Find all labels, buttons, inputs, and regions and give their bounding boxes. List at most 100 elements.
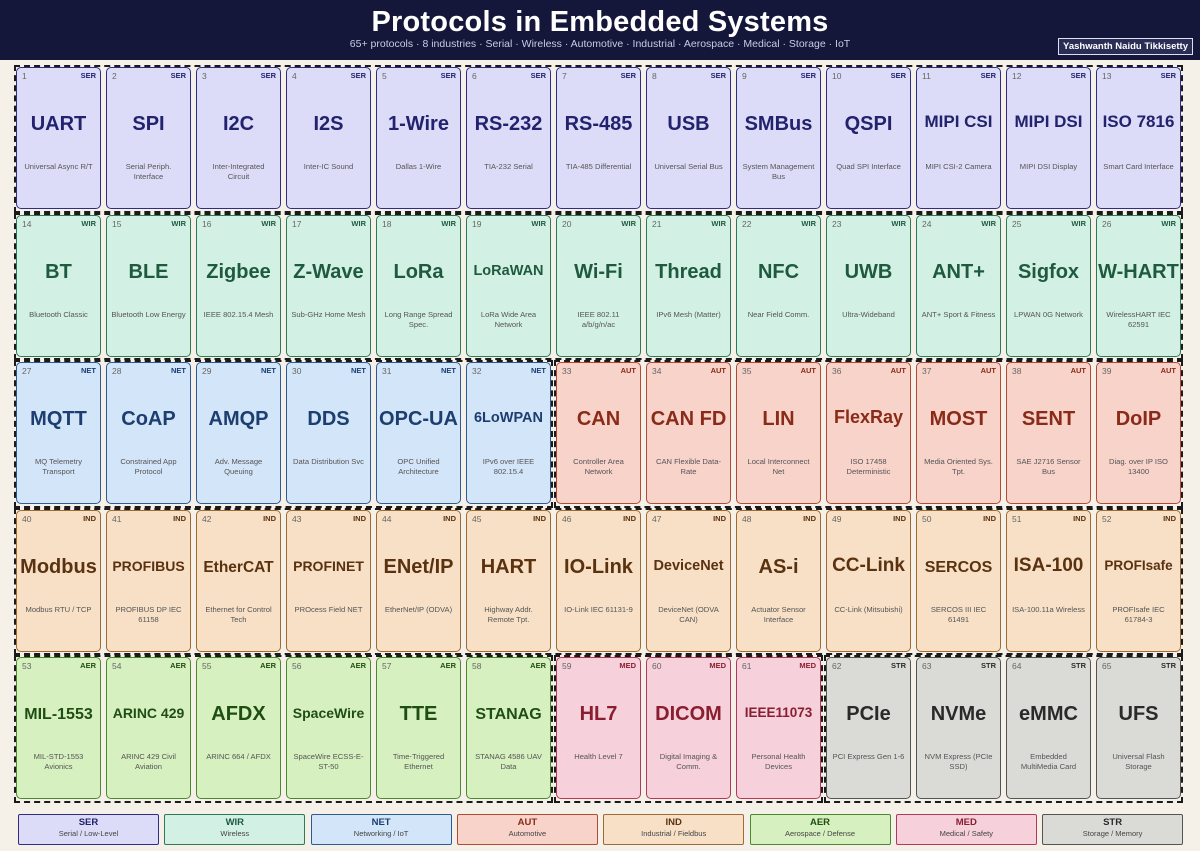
protocol-name: I2S (313, 113, 344, 135)
page-title: Protocols in Embedded Systems (371, 6, 829, 38)
protocol-card-lin[interactable]: 35 AUT LIN Local Interconnect Net (736, 362, 821, 504)
protocol-description: PROcess Field NET (294, 604, 363, 614)
protocol-number: 54 (112, 661, 122, 671)
category-code: SER (170, 71, 186, 80)
protocol-card-i2c[interactable]: 3 SER I2C Inter-Integrated Circuit (196, 67, 281, 209)
protocol-card-arinc-429[interactable]: 54 AER ARINC 429 ARINC 429 Civil Aviation (106, 657, 191, 799)
protocol-card-as-i[interactable]: 48 IND AS-i Actuator Sensor Interface (736, 509, 821, 652)
legend-label: Serial / Low-Level (58, 829, 119, 838)
protocol-description: PROFIsafe IEC 61784-3 (1112, 604, 1165, 624)
protocol-number: 16 (202, 218, 212, 229)
protocol-name: DDS (307, 408, 350, 430)
protocol-card-dds[interactable]: 30 NET DDS Data Distribution Svc (286, 362, 371, 504)
protocol-description: LoRa Wide Area Network (480, 309, 537, 329)
protocol-description: Local Interconnect Net (747, 457, 810, 477)
protocol-card-mqtt[interactable]: 27 NET MQTT MQ Telemetry Transport (16, 362, 101, 504)
protocol-card-can-fd[interactable]: 34 AUT CAN FD CAN Flexible Data-Rate (646, 362, 731, 504)
protocol-card-tte[interactable]: 57 AER TTE Time-Triggered Ethernet (376, 657, 461, 799)
protocol-card-lorawan[interactable]: 19 WIR LoRaWAN LoRa Wide Area Network (466, 214, 551, 357)
protocol-card-flexray[interactable]: 36 AUT FlexRay ISO 17458 Deterministic (826, 362, 911, 504)
protocol-card-i2s[interactable]: 4 SER I2S Inter-IC Sound (286, 67, 371, 209)
protocol-card-profinet[interactable]: 43 IND PROFINET PROcess Field NET (286, 509, 371, 652)
protocol-description: ISA-100.11a Wireless (1012, 604, 1085, 614)
protocol-card-mipi-dsi[interactable]: 12 SER MIPI DSI MIPI DSI Display (1006, 67, 1091, 209)
protocol-number: 55 (202, 661, 212, 671)
protocol-card-opc-ua[interactable]: 31 NET OPC-UA OPC Unified Architecture (376, 362, 461, 504)
category-code: IND (1073, 513, 1086, 523)
category-code: IND (173, 513, 186, 523)
protocol-card-ieee11073[interactable]: 61 MED IEEE11073 Personal Health Devices (736, 657, 821, 799)
protocol-card-smbus[interactable]: 9 SER SMBus System Management Bus (736, 67, 821, 209)
protocol-card-profisafe[interactable]: 52 IND PROFIsafe PROFIsafe IEC 61784-3 (1096, 509, 1181, 652)
protocol-number: 53 (22, 661, 32, 671)
protocol-description: Near Field Comm. (747, 309, 810, 319)
protocol-card-sigfox[interactable]: 25 WIR Sigfox LPWAN 0G Network (1006, 214, 1091, 357)
protocol-name: UWB (844, 260, 893, 283)
protocol-card-lora[interactable]: 18 WIR LoRa Long Range Spread Spec. (376, 214, 461, 357)
legend-item-med: MED Medical / Safety (895, 814, 1037, 845)
protocol-card-ant-[interactable]: 24 WIR ANT+ ANT+ Sport & Fitness (916, 214, 1001, 357)
protocol-card-hl7[interactable]: 59 MED HL7 Health Level 7 (556, 657, 641, 799)
protocol-card-ufs[interactable]: 65 STR UFS Universal Flash Storage (1096, 657, 1181, 799)
protocol-card-rs-232[interactable]: 6 SER RS-232 TIA-232 Serial (466, 67, 551, 209)
protocol-card-amqp[interactable]: 29 NET AMQP Adv. Message Queuing (196, 362, 281, 504)
protocol-card-ethercat[interactable]: 42 IND EtherCAT Ethernet for Control Tech (196, 509, 281, 652)
protocol-card-most[interactable]: 37 AUT MOST Media Oriented Sys. Tpt. (916, 362, 1001, 504)
protocol-name: PROFIBUS (112, 557, 185, 574)
protocol-card-mil-1553[interactable]: 53 AER MIL-1553 MIL-STD-1553 Avionics (16, 657, 101, 799)
protocol-card-modbus[interactable]: 40 IND Modbus Modbus RTU / TCP (16, 509, 101, 652)
protocol-number: 15 (112, 218, 122, 229)
legend-code: AUT (517, 817, 538, 828)
protocol-card-qspi[interactable]: 10 SER QSPI Quad SPI Interface (826, 67, 911, 209)
protocol-card-sent[interactable]: 38 AUT SENT SAE J2716 Sensor Bus (1006, 362, 1091, 504)
protocol-card-dicom[interactable]: 60 MED DICOM Digital Imaging & Comm. (646, 657, 731, 799)
protocol-card-io-link[interactable]: 46 IND IO-Link IO-Link IEC 61131-9 (556, 509, 641, 652)
protocol-card-nvme[interactable]: 63 STR NVMe NVM Express (PCIe SSD) (916, 657, 1001, 799)
protocol-card-stanag[interactable]: 58 AER STANAG STANAG 4586 UAV Data (466, 657, 551, 799)
protocol-card-thread[interactable]: 21 WIR Thread IPv6 Mesh (Matter) (646, 214, 731, 357)
protocol-card-cc-link[interactable]: 49 IND CC-Link CC-Link (Mitsubishi) (826, 509, 911, 652)
protocol-name: UFS (1118, 703, 1159, 725)
protocol-card-6lowpan[interactable]: 32 NET 6LoWPAN IPv6 over IEEE 802.15.4 (466, 362, 551, 504)
protocol-number: 59 (562, 661, 572, 671)
protocol-card-spi[interactable]: 2 SER SPI Serial Periph. Interface (106, 67, 191, 209)
protocol-card-sercos[interactable]: 50 IND SERCOS SERCOS III IEC 61491 (916, 509, 1001, 652)
protocol-card-z-wave[interactable]: 17 WIR Z-Wave Sub-GHz Home Mesh (286, 214, 371, 357)
protocol-card-spacewire[interactable]: 56 AER SpaceWire SpaceWire ECSS-E-ST-50 (286, 657, 371, 799)
protocol-card-hart[interactable]: 45 IND HART Highway Addr. Remote Tpt. (466, 509, 551, 652)
protocol-card-emmc[interactable]: 64 STR eMMC Embedded MultiMedia Card (1006, 657, 1091, 799)
protocol-description: Modbus RTU / TCP (25, 604, 92, 614)
author-badge: Yashwanth Naidu Tikkisetty (1058, 38, 1193, 55)
protocol-card-wi-fi[interactable]: 20 WIR Wi-Fi IEEE 802.11 a/b/g/n/ac (556, 214, 641, 357)
protocol-card-uwb[interactable]: 23 WIR UWB Ultra-Wideband (826, 214, 911, 357)
protocol-card-pcie[interactable]: 62 STR PCIe PCI Express Gen 1-6 (826, 657, 911, 799)
category-code: SER (260, 71, 276, 80)
protocol-card-devicenet[interactable]: 47 IND DeviceNet DeviceNet (ODVA CAN) (646, 509, 731, 652)
protocol-card-1-wire[interactable]: 5 SER 1-Wire Dallas 1-Wire (376, 67, 461, 209)
protocol-description: Universal Serial Bus (654, 162, 723, 171)
protocol-card-iso-7816[interactable]: 13 SER ISO 7816 Smart Card Interface (1096, 67, 1181, 209)
protocol-card-w-hart[interactable]: 26 WIR W-HART WirelessHART IEC 62591 (1096, 214, 1181, 357)
protocol-number: 27 (22, 366, 32, 376)
protocol-card-isa-100[interactable]: 51 IND ISA-100 ISA-100.11a Wireless (1006, 509, 1091, 652)
protocol-card-uart[interactable]: 1 SER UART Universal Async R/T (16, 67, 101, 209)
protocol-card-profibus[interactable]: 41 IND PROFIBUS PROFIBUS DP IEC 61158 (106, 509, 191, 652)
protocol-description: EtherNet/IP (ODVA) (384, 604, 453, 614)
protocol-card-mipi-csi[interactable]: 11 SER MIPI CSI MIPI CSI-2 Camera (916, 67, 1001, 209)
protocol-card-afdx[interactable]: 55 AER AFDX ARINC 664 / AFDX (196, 657, 281, 799)
protocol-card-zigbee[interactable]: 16 WIR Zigbee IEEE 802.15.4 Mesh (196, 214, 281, 357)
protocol-card-nfc[interactable]: 22 WIR NFC Near Field Comm. (736, 214, 821, 357)
protocol-description: Diag. over IP ISO 13400 (1109, 457, 1168, 477)
protocol-card-can[interactable]: 33 AUT CAN Controller Area Network (556, 362, 641, 504)
protocol-card-doip[interactable]: 39 AUT DoIP Diag. over IP ISO 13400 (1096, 362, 1181, 504)
category-code: IND (803, 513, 816, 523)
protocol-number: 13 (1102, 71, 1112, 81)
protocol-card-coap[interactable]: 28 NET CoAP Constrained App Protocol (106, 362, 191, 504)
protocol-card-usb[interactable]: 8 SER USB Universal Serial Bus (646, 67, 731, 209)
protocol-card-ble[interactable]: 15 WIR BLE Bluetooth Low Energy (106, 214, 191, 357)
protocol-card-enet-ip[interactable]: 44 IND ENet/IP EtherNet/IP (ODVA) (376, 509, 461, 652)
protocol-description: STANAG 4586 UAV Data (475, 752, 542, 772)
protocol-card-bt[interactable]: 14 WIR BT Bluetooth Classic (16, 214, 101, 357)
protocol-card-rs-485[interactable]: 7 SER RS-485 TIA-485 Differential (556, 67, 641, 209)
protocol-name: Wi-Fi (574, 260, 623, 283)
